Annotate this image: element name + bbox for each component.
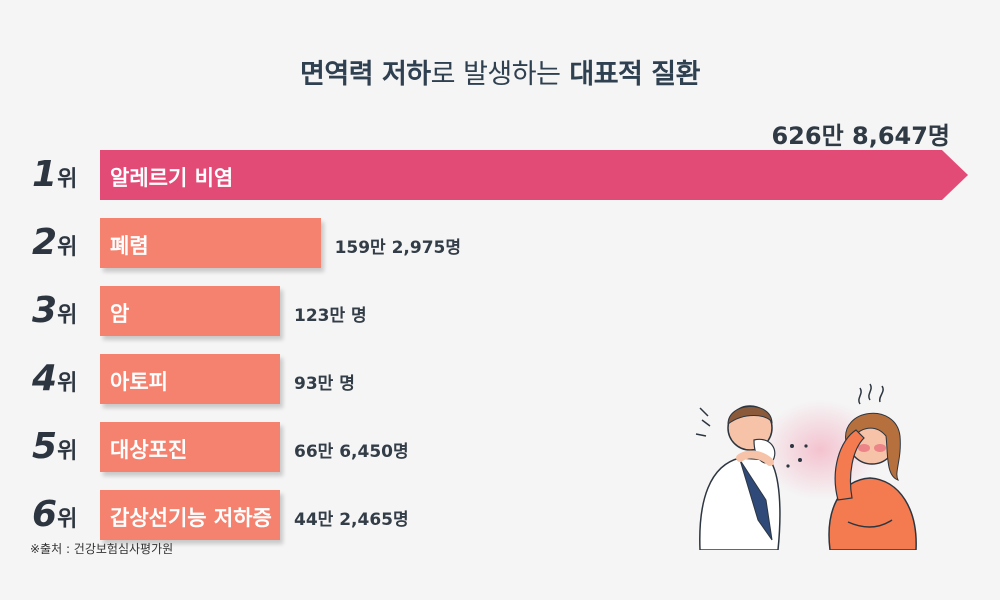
title-part-bold-1: 면역력 저하 xyxy=(300,59,431,90)
bar: 암 xyxy=(100,286,280,336)
rank-number: 2 xyxy=(32,222,57,263)
value-label-1: 626만 8,647명 xyxy=(771,122,950,150)
bar: 알레르기 비염 xyxy=(100,150,968,200)
bar-value-label: 159만 2,975명 xyxy=(334,238,462,258)
bar: 아토피 xyxy=(100,354,280,404)
bar-row-2: 2위 폐렴 159만 2,975명 xyxy=(0,218,1000,268)
rank-number: 1 xyxy=(32,154,57,195)
rank-label: 5위 xyxy=(32,426,77,467)
rank-unit: 위 xyxy=(57,303,77,328)
bar: 폐렴 xyxy=(100,218,321,268)
chart-title: 면역력 저하로 발생하는 대표적 질환 xyxy=(0,52,1000,91)
title-part-bold-2: 대표적 질환 xyxy=(560,59,700,90)
bar-value-label: 123만 명 xyxy=(294,306,367,326)
rank-unit: 위 xyxy=(57,235,77,260)
rank-unit: 위 xyxy=(57,507,77,532)
rank-number: 3 xyxy=(32,290,57,331)
source-note: ※출처 : 건강보험심사평가원 xyxy=(30,542,174,556)
rank-label: 3위 xyxy=(32,290,77,331)
rank-number: 4 xyxy=(32,358,57,399)
rank-number: 6 xyxy=(32,494,57,535)
bar: 갑상선기능 저하증 xyxy=(100,490,280,540)
bar-value-label: 66만 6,450명 xyxy=(294,442,409,462)
rank-unit: 위 xyxy=(57,371,77,396)
bar: 대상포진 xyxy=(100,422,280,472)
bar-row-3: 3위 암 123만 명 xyxy=(0,286,1000,336)
bar-category-label: 아토피 xyxy=(110,370,168,394)
bar-category-label: 대상포진 xyxy=(110,438,188,462)
rank-unit: 위 xyxy=(57,167,77,192)
bar-value-label: 44만 2,465명 xyxy=(294,510,409,530)
bar-row-4: 4위 아토피 93만 명 xyxy=(0,354,1000,404)
rank-label: 1위 xyxy=(32,154,77,195)
bar-category-label: 폐렴 xyxy=(110,234,149,258)
bar-row-5: 5위 대상포진 66만 6,450명 xyxy=(0,422,1000,472)
bar-category-label: 암 xyxy=(110,302,130,326)
bar-category-label: 갑상선기능 저하증 xyxy=(110,506,272,530)
rank-label: 4위 xyxy=(32,358,77,399)
rank-number: 5 xyxy=(32,426,57,467)
rank-label: 6위 xyxy=(32,494,77,535)
bar-row-1: 1위 알레르기 비염 xyxy=(0,150,1000,200)
rank-label: 2위 xyxy=(32,222,77,263)
bar-value-label: 93만 명 xyxy=(294,374,355,394)
sick-people-illustration xyxy=(695,383,917,550)
title-part-normal: 로 발생하는 xyxy=(430,59,561,90)
rank-unit: 위 xyxy=(57,439,77,464)
bar-category-label: 알레르기 비염 xyxy=(110,166,234,190)
bar-row-6: 6위 갑상선기능 저하증 44만 2,465명 xyxy=(0,490,1000,540)
